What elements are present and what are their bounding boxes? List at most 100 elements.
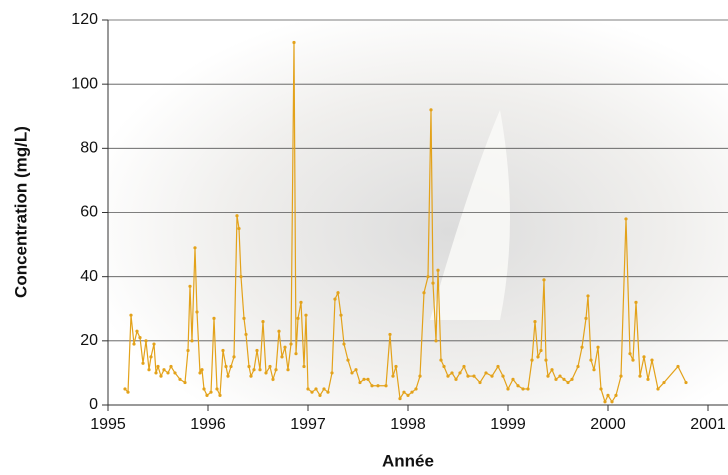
data-point [684, 380, 688, 385]
data-point [186, 348, 190, 353]
data-point [239, 275, 243, 279]
data-point [135, 329, 139, 333]
data-point [642, 355, 646, 359]
data-point [542, 278, 546, 282]
data-point [472, 374, 476, 378]
data-point [198, 371, 202, 375]
data-point [173, 371, 177, 375]
data-point [132, 342, 136, 346]
data-point [286, 368, 290, 372]
data-point [501, 374, 505, 378]
data-point [178, 377, 182, 381]
data-point [558, 374, 562, 378]
data-point [586, 294, 590, 298]
data-point [418, 374, 422, 378]
data-point [554, 377, 558, 381]
data-point [244, 332, 248, 337]
data-point [247, 364, 251, 369]
data-point [628, 352, 632, 356]
data-point [506, 387, 510, 391]
data-point [662, 380, 666, 385]
x-tick-label: 1998 [390, 416, 426, 433]
data-point [183, 380, 187, 385]
data-point [544, 358, 548, 362]
data-point [162, 368, 166, 372]
data-point [277, 329, 281, 333]
x-tick-label: 2001 [690, 416, 726, 433]
data-point [434, 339, 438, 343]
data-point [322, 387, 326, 391]
y-axis-title: Concentration (mg/L) [11, 126, 30, 298]
data-point [631, 358, 635, 362]
data-point [200, 368, 204, 372]
data-point [242, 316, 246, 320]
data-point [255, 348, 259, 353]
data-point [589, 358, 593, 362]
data-point [226, 374, 230, 378]
data-point [580, 345, 584, 349]
data-point [550, 368, 554, 372]
x-tick-label: 1996 [190, 416, 226, 433]
data-point [429, 108, 433, 112]
data-point [656, 387, 660, 391]
data-point [526, 387, 530, 391]
data-point [212, 316, 216, 320]
data-point [530, 358, 534, 362]
data-point [539, 348, 543, 353]
data-point [304, 313, 308, 317]
data-point [310, 390, 314, 394]
data-point [650, 358, 654, 362]
data-point [144, 339, 148, 343]
data-point [391, 374, 395, 378]
data-point [232, 355, 236, 359]
data-point [221, 348, 225, 353]
data-point [123, 387, 127, 391]
data-point [462, 364, 466, 369]
data-point [624, 217, 628, 221]
data-point [394, 364, 398, 369]
data-point [156, 364, 160, 369]
data-point [129, 313, 133, 317]
data-point [333, 297, 337, 301]
data-point [398, 396, 402, 401]
data-point [546, 374, 550, 378]
data-point [274, 368, 278, 372]
data-point [126, 390, 130, 394]
data-point [147, 368, 151, 372]
data-point [402, 390, 406, 394]
data-point [566, 380, 570, 385]
data-point [584, 316, 588, 320]
data-point [296, 316, 300, 320]
data-point [562, 377, 566, 381]
y-tick-label: 120 [71, 11, 98, 28]
data-point [511, 377, 515, 381]
data-point [426, 275, 430, 279]
data-point [159, 374, 163, 378]
x-axis-title: Année [382, 451, 434, 470]
x-tick-label: 1997 [290, 416, 326, 433]
background-sail [430, 110, 510, 320]
data-point [370, 384, 374, 388]
data-point [454, 377, 458, 381]
data-point [596, 345, 600, 349]
data-point [169, 364, 173, 369]
data-point [384, 384, 388, 388]
data-point [466, 374, 470, 378]
data-point [292, 40, 296, 45]
data-point [592, 368, 596, 372]
data-point [450, 371, 454, 375]
y-tick-label: 40 [80, 268, 98, 285]
data-point [271, 377, 275, 381]
data-point [610, 400, 614, 404]
data-point [149, 355, 153, 359]
data-point [330, 371, 334, 375]
data-point [442, 364, 446, 369]
data-point [215, 387, 219, 391]
data-point [599, 387, 603, 391]
data-point [366, 377, 370, 381]
data-point [410, 390, 414, 394]
data-point [376, 384, 380, 388]
data-point [209, 390, 213, 394]
data-point [224, 364, 228, 369]
